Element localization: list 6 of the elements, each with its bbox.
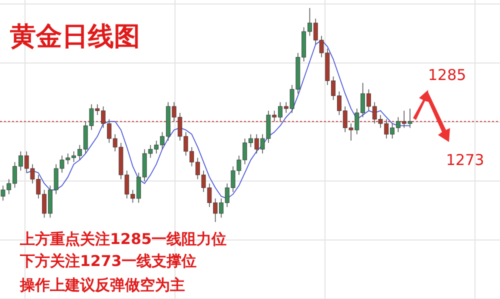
text: 黄金日线图 (9, 22, 140, 52)
text: 操作上建议反弹做空为主 (19, 276, 185, 294)
text: 1273 (446, 151, 484, 169)
text: 上方重点关注1285一线阻力位 (19, 230, 227, 248)
text: 1285 (428, 66, 466, 84)
text: 下方关注1273一线支撑位 (19, 252, 197, 270)
